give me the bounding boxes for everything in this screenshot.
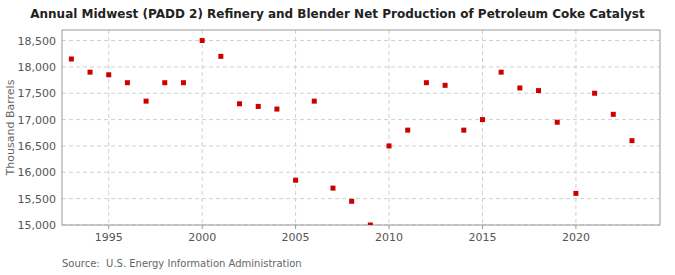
y-tick-label: 16,500 xyxy=(18,140,57,153)
x-tick-label: 2000 xyxy=(188,231,216,244)
y-tick-label: 15,500 xyxy=(18,193,57,206)
point xyxy=(573,191,578,196)
point xyxy=(517,85,522,90)
plot-frame xyxy=(62,30,660,225)
point xyxy=(592,91,597,96)
y-tick-label: 17,000 xyxy=(18,114,57,127)
point xyxy=(88,70,93,75)
point xyxy=(629,138,634,143)
points xyxy=(69,38,635,225)
x-tick xyxy=(482,225,483,229)
point xyxy=(144,99,149,104)
y-axis-label: Thousand Barrels xyxy=(4,79,17,176)
title: Annual Midwest (PADD 2) Refinery and Ble… xyxy=(30,7,645,21)
y-tick-label: 17,500 xyxy=(18,87,57,100)
point xyxy=(424,80,429,85)
point xyxy=(125,80,130,85)
point xyxy=(611,112,616,117)
point xyxy=(443,83,448,88)
x-grid-line xyxy=(389,30,390,225)
point xyxy=(536,88,541,93)
source-note: Source: U.S. Energy Information Administ… xyxy=(62,258,302,269)
y-grid-line xyxy=(62,66,660,67)
point xyxy=(461,128,466,133)
point xyxy=(69,56,74,61)
point xyxy=(293,178,298,183)
point xyxy=(330,186,335,191)
x-tick-label: 2015 xyxy=(468,231,496,244)
chart: 15,000 15,500 16,000 16,500 17,000 17,500 18,0… xyxy=(0,0,675,275)
x-tick xyxy=(389,225,390,229)
x-tick-label: 1995 xyxy=(95,231,123,244)
point xyxy=(237,101,242,106)
y-tick-label: 15,000 xyxy=(18,219,57,232)
x-grid-line xyxy=(482,30,483,225)
point xyxy=(387,143,392,148)
y-grid-line xyxy=(62,93,660,94)
y-grid-line xyxy=(62,145,660,146)
point xyxy=(256,104,261,109)
point xyxy=(349,199,354,204)
point xyxy=(555,120,560,125)
point xyxy=(218,54,223,59)
x-tick xyxy=(202,225,203,229)
point xyxy=(480,117,485,122)
grid xyxy=(62,30,660,225)
point xyxy=(106,72,111,77)
x-grid-line xyxy=(295,30,296,225)
point xyxy=(200,38,205,43)
point xyxy=(312,99,317,104)
x-grid-line xyxy=(108,30,109,225)
point xyxy=(368,223,373,226)
point xyxy=(162,80,167,85)
x-grid-line xyxy=(202,30,203,225)
point xyxy=(405,128,410,133)
y-tick-label: 18,000 xyxy=(18,61,57,74)
x-tick-label: 2020 xyxy=(562,231,590,244)
point xyxy=(499,70,504,75)
x-tick xyxy=(575,225,576,229)
y-tick-label: 18,500 xyxy=(18,35,57,48)
x-tick-label: 2010 xyxy=(375,231,403,244)
y-tick-label: 16,000 xyxy=(18,166,57,179)
point xyxy=(274,107,279,112)
y-grid-line xyxy=(62,198,660,199)
x-tick-label: 2005 xyxy=(282,231,310,244)
y-grid-line xyxy=(62,40,660,41)
x-tick xyxy=(108,225,109,229)
point xyxy=(181,80,186,85)
y-grid-line xyxy=(62,119,660,120)
y-grid-line xyxy=(62,172,660,173)
x-tick xyxy=(295,225,296,229)
